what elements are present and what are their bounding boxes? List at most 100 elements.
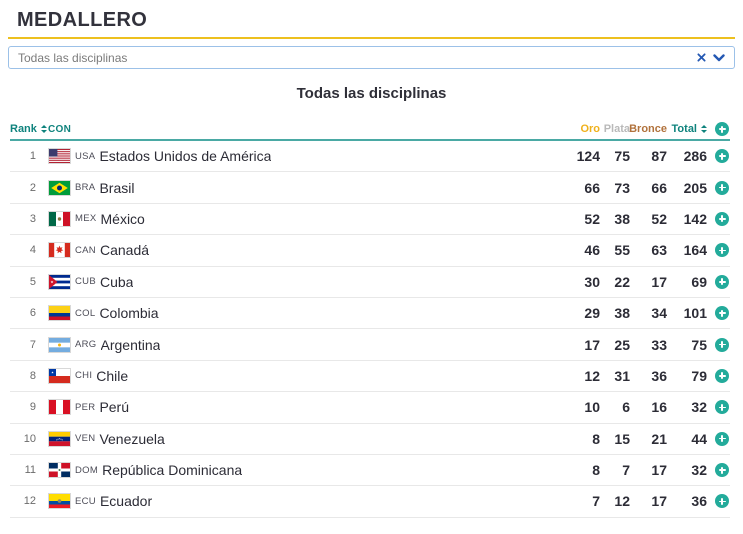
country-cell: PER Perú	[48, 399, 556, 416]
expand-row-button[interactable]	[715, 211, 729, 226]
flag-usa-icon	[48, 148, 71, 165]
flag-arg-icon	[48, 336, 71, 353]
expand-row-button[interactable]	[715, 400, 729, 415]
flag-per-icon	[48, 399, 71, 416]
expand-row-button[interactable]	[715, 180, 729, 195]
rank-cell: 8	[29, 369, 36, 382]
country-cell: USA Estados Unidos de América	[48, 148, 556, 165]
sort-icon	[40, 125, 47, 133]
bronze-cell: 17	[651, 462, 667, 479]
table-row: 12 ECU Ecuador 7 12 17 36	[10, 486, 730, 518]
header-rank[interactable]: Rank	[10, 123, 48, 135]
total-cell: 101	[683, 305, 707, 322]
chevron-down-icon[interactable]	[713, 53, 725, 62]
flag-chi-icon	[48, 367, 71, 384]
country-cell: CAN Canadá	[48, 242, 556, 259]
country-name: Perú	[99, 399, 130, 416]
table-row: 5 CUB Cuba 30 22 17 69	[10, 267, 730, 298]
total-cell: 286	[683, 148, 707, 165]
country-code: COL	[75, 307, 96, 319]
discipline-select-value: Todas las disciplinas	[18, 50, 128, 65]
medal-table-body: 1 USA Estados Unidos de América 124 75 8…	[10, 141, 730, 518]
table-row: 2 BRA Brasil 66 73 66 205	[10, 172, 730, 204]
country-name: Venezuela	[99, 430, 165, 447]
gold-cell: 46	[584, 242, 600, 259]
table-row: 10 VEN Venezuela 8 15 21 44	[10, 424, 730, 455]
country-name: Colombia	[99, 305, 159, 322]
country-cell: MEX México	[48, 210, 556, 227]
header-gold: Oro	[580, 123, 600, 135]
country-cell: COL Colombia	[48, 305, 556, 322]
expand-row-button[interactable]	[715, 337, 729, 352]
total-cell: 164	[683, 242, 707, 259]
country-cell: DOM República Dominicana	[48, 462, 556, 479]
country-code: VEN	[75, 433, 96, 445]
gold-cell: 30	[584, 273, 600, 290]
country-code: DOM	[75, 464, 99, 476]
expand-row-button[interactable]	[715, 431, 729, 446]
bronze-cell: 34	[651, 305, 667, 322]
flag-dom-icon	[48, 462, 71, 479]
silver-cell: 22	[614, 273, 630, 290]
header-total[interactable]: Total	[667, 123, 707, 135]
flag-ven-icon	[48, 430, 71, 447]
country-code: CHI	[75, 370, 93, 382]
total-cell: 32	[691, 399, 707, 416]
sort-icon	[701, 125, 707, 133]
country-code: USA	[75, 150, 96, 162]
country-code: PER	[75, 401, 96, 413]
country-cell: CUB Cuba	[48, 273, 556, 290]
silver-cell: 38	[614, 210, 630, 227]
bronze-cell: 52	[651, 210, 667, 227]
rank-cell: 9	[29, 401, 36, 414]
bronze-cell: 21	[651, 430, 667, 447]
medal-table: Rank CON Oro Plata Bronce Total 1 USA Es…	[10, 119, 730, 518]
expand-row-button[interactable]	[715, 149, 729, 164]
country-cell: CHI Chile	[48, 367, 556, 384]
title-underline	[8, 37, 735, 39]
country-code: MEX	[75, 213, 97, 225]
gold-cell: 66	[584, 179, 600, 196]
bronze-cell: 17	[651, 493, 667, 510]
silver-cell: 55	[614, 242, 630, 259]
bronze-cell: 36	[651, 367, 667, 384]
country-cell: VEN Venezuela	[48, 430, 556, 447]
silver-cell: 6	[622, 399, 630, 416]
total-cell: 79	[691, 367, 707, 384]
gold-cell: 8	[592, 462, 600, 479]
total-cell: 205	[683, 179, 707, 196]
expand-row-button[interactable]	[715, 243, 729, 258]
flag-bra-icon	[48, 179, 71, 196]
country-code: ECU	[75, 495, 96, 507]
country-name: República Dominicana	[102, 462, 243, 479]
discipline-select[interactable]: Todas las disciplinas	[8, 46, 735, 69]
rank-cell: 7	[29, 338, 36, 351]
bronze-cell: 63	[651, 242, 667, 259]
country-name: Canadá	[99, 242, 150, 259]
expand-all-button[interactable]	[715, 122, 729, 136]
total-cell: 142	[683, 210, 707, 227]
country-name: Argentina	[100, 336, 161, 353]
expand-row-button[interactable]	[715, 306, 729, 321]
expand-row-button[interactable]	[715, 274, 729, 289]
expand-row-button[interactable]	[715, 463, 729, 478]
bronze-cell: 66	[651, 179, 667, 196]
clear-icon[interactable]	[697, 53, 706, 62]
section-title: Todas las disciplinas	[296, 85, 447, 102]
country-code: ARG	[75, 339, 97, 351]
country-code: CUB	[75, 276, 96, 288]
silver-cell: 25	[614, 336, 630, 353]
country-name: Ecuador	[99, 493, 153, 510]
country-name: Chile	[96, 367, 129, 384]
country-name: México	[100, 210, 145, 227]
gold-cell: 29	[584, 305, 600, 322]
bronze-cell: 16	[651, 399, 667, 416]
medal-table-header: Rank CON Oro Plata Bronce Total	[10, 119, 730, 141]
flag-col-icon	[48, 305, 71, 322]
table-row: 6 COL Colombia 29 38 34 101	[10, 298, 730, 330]
expand-row-button[interactable]	[715, 494, 729, 509]
page-title: MEDALLERO	[17, 9, 148, 31]
rank-cell: 5	[29, 275, 36, 288]
expand-row-button[interactable]	[715, 368, 729, 383]
rank-cell: 11	[24, 464, 36, 477]
